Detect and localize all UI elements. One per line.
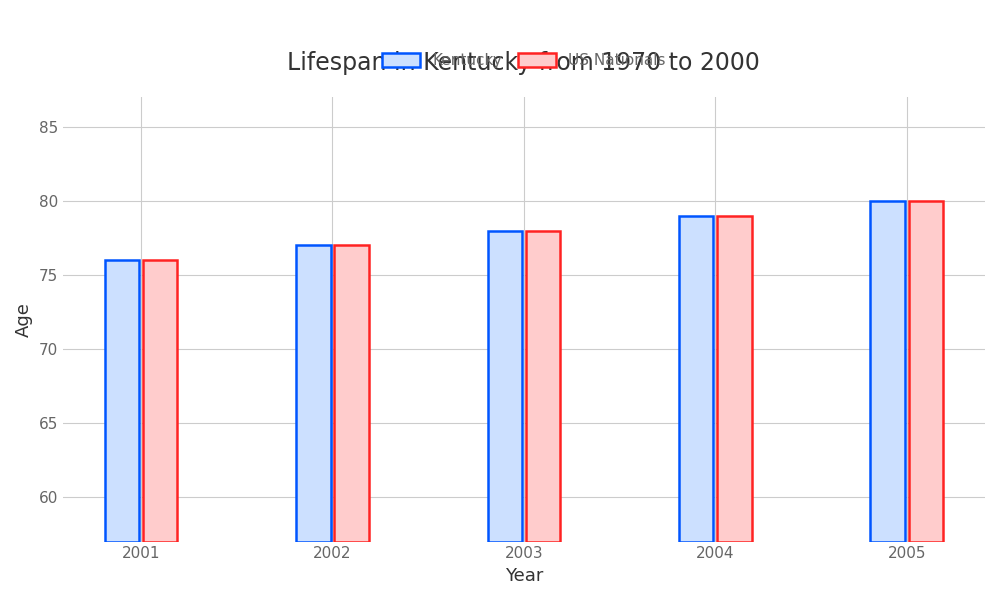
Bar <box>526 230 560 542</box>
Y-axis label: Age: Age <box>15 302 33 337</box>
Bar <box>909 201 943 542</box>
Legend: Kentucky, US Nationals: Kentucky, US Nationals <box>376 47 672 74</box>
Bar <box>296 245 331 542</box>
Bar <box>143 260 177 542</box>
Bar <box>870 201 905 542</box>
Bar <box>488 230 522 542</box>
Title: Lifespan in Kentucky from 1970 to 2000: Lifespan in Kentucky from 1970 to 2000 <box>287 50 760 74</box>
Bar <box>334 245 369 542</box>
Bar <box>679 216 713 542</box>
X-axis label: Year: Year <box>505 567 543 585</box>
Bar <box>105 260 139 542</box>
Bar <box>717 216 752 542</box>
